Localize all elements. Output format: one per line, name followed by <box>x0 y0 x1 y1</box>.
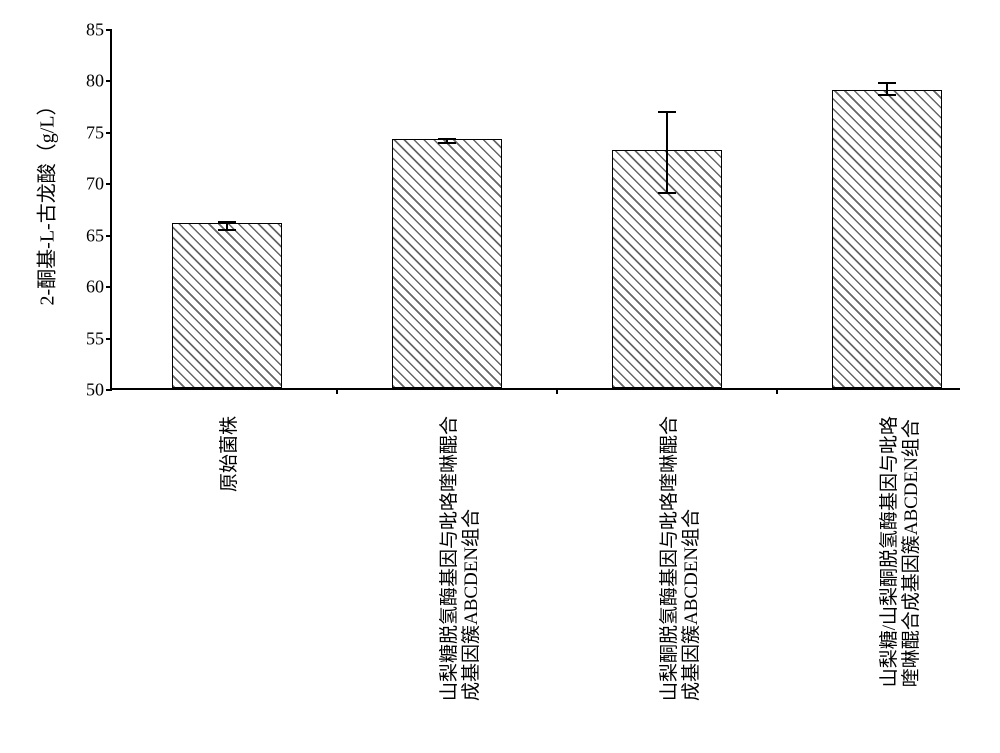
x-axis-label: 原始菌株 <box>219 416 241 492</box>
error-cap <box>438 142 456 144</box>
y-tick-mark <box>106 338 112 340</box>
y-tick-label: 80 <box>86 71 104 92</box>
y-tick-mark <box>106 183 112 185</box>
y-tick-mark <box>106 29 112 31</box>
error-cap <box>218 221 236 223</box>
x-tick-mark <box>336 388 338 394</box>
x-tick-mark <box>776 388 778 394</box>
error-cap <box>878 82 896 84</box>
y-axis-label-text: 2-酮基-L-古龙酸（g/L） <box>31 95 60 305</box>
plot-area: 5055606570758085原始菌株山梨糖脱氢酶基因与吡咯喹啉醌合成基因簇A… <box>110 30 960 390</box>
y-tick-label: 55 <box>86 328 104 349</box>
y-tick-mark <box>106 389 112 391</box>
error-cap <box>438 138 456 140</box>
y-tick-mark <box>106 286 112 288</box>
y-tick-label: 85 <box>86 20 104 41</box>
y-tick-label: 75 <box>86 122 104 143</box>
y-tick-mark <box>106 235 112 237</box>
bar <box>172 223 282 388</box>
y-tick-mark <box>106 132 112 134</box>
bar-chart: 2-酮基-L-古龙酸（g/L） 5055606570758085原始菌株山梨糖脱… <box>20 20 980 733</box>
y-tick-label: 60 <box>86 277 104 298</box>
x-tick-mark <box>556 388 558 394</box>
x-axis-label: 山梨酮脱氢酶基因与吡咯喹啉醌合成基因簇ABCDEN组合 <box>659 416 703 701</box>
y-tick-mark <box>106 80 112 82</box>
bar <box>832 90 942 388</box>
x-axis-label: 山梨糖/山梨酮脱氢酶基因与吡咯喹啉醌合成基因簇ABCDEN组合 <box>879 416 923 687</box>
error-cap <box>218 229 236 231</box>
y-tick-label: 70 <box>86 174 104 195</box>
x-axis-label: 山梨糖脱氢酶基因与吡咯喹啉醌合成基因簇ABCDEN组合 <box>439 416 483 701</box>
error-bar <box>666 112 668 192</box>
bar <box>392 139 502 388</box>
bars-layer <box>112 30 960 388</box>
error-cap <box>658 111 676 113</box>
error-cap <box>658 192 676 194</box>
error-cap <box>878 94 896 96</box>
y-axis-label: 2-酮基-L-古龙酸（g/L） <box>30 20 60 380</box>
y-tick-label: 50 <box>86 380 104 401</box>
y-tick-label: 65 <box>86 225 104 246</box>
